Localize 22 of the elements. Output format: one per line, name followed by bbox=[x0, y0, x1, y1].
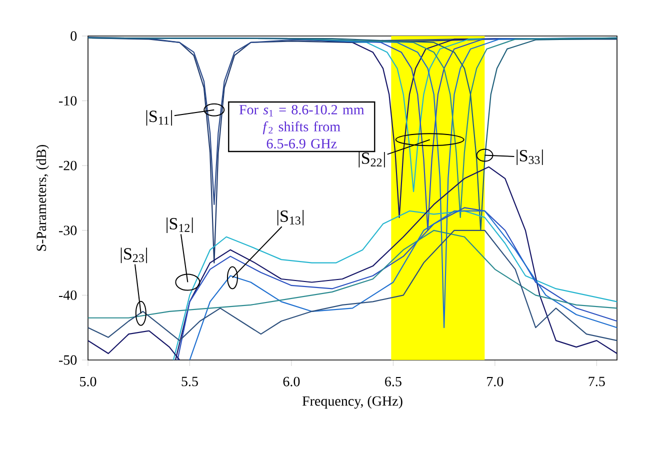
y-axis-title: S-Parameters, (dB) bbox=[36, 144, 49, 251]
x-tick-label: 6.0 bbox=[283, 376, 300, 386]
x-tick-label: 6.5 bbox=[385, 376, 402, 386]
x-tick-label: 7.0 bbox=[487, 376, 504, 386]
y-tick-label: -40 bbox=[58, 290, 77, 300]
y-tick-label: 0 bbox=[70, 31, 77, 41]
y-tick-label: -50 bbox=[58, 355, 77, 365]
annotation: |S$_{33}$| bbox=[516, 150, 543, 165]
y-tick-label: -10 bbox=[58, 96, 77, 106]
x-tick-label: 5.0 bbox=[80, 376, 96, 386]
annotation: f$_{2}$ shifts from 6.5-6.9 GHz bbox=[262, 121, 340, 148]
annotation: |S$_{12}$| bbox=[166, 218, 193, 233]
y-tick-label: -30 bbox=[58, 226, 77, 236]
x-tick-label: 7.5 bbox=[588, 376, 605, 386]
x-tick-label: 5.5 bbox=[182, 376, 198, 386]
annotation: |S$_{13}$| bbox=[277, 210, 304, 226]
annotation: |S$_{22}$| bbox=[358, 152, 385, 168]
annotation: |S$_{23}$| bbox=[120, 248, 147, 264]
y-tick-label: -20 bbox=[58, 160, 77, 170]
annotation: For s$_{1}$ = 8.6-10.2 mm bbox=[239, 104, 364, 116]
x-axis-title: Frequency, (GHz) bbox=[302, 396, 402, 409]
annotation: |S$_{11}$| bbox=[146, 110, 172, 126]
